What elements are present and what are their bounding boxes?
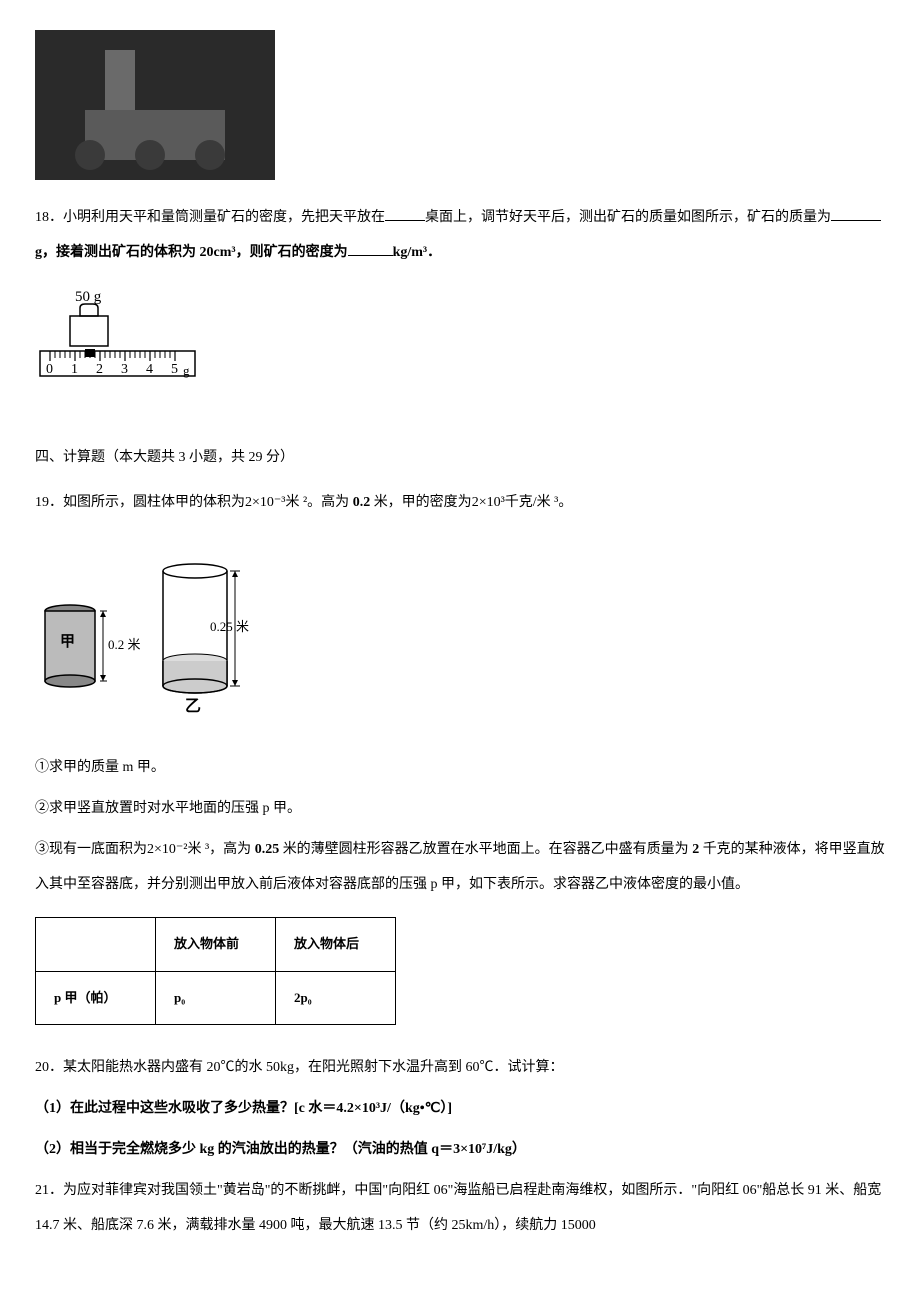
- rover-image: [35, 30, 275, 180]
- q20-number: 20．: [35, 1060, 63, 1075]
- q19-val-a: 2×10⁻³: [245, 495, 285, 510]
- q19-sub3-a: ③现有一底面积为: [35, 842, 147, 857]
- table-row: p 甲（帕） p₀ 2p₀: [36, 971, 396, 1025]
- scale-num: 5: [171, 362, 178, 377]
- table-row: 放入物体前 放入物体后: [36, 918, 396, 972]
- pressure-table: 放入物体前 放入物体后 p 甲（帕） p₀ 2p₀: [35, 917, 396, 1025]
- q21-number: 21．: [35, 1183, 63, 1198]
- q20-sub1: （1）在此过程中这些水吸收了多少热量？[c 水＝4.2×10³J/（kg•℃）]: [35, 1091, 885, 1126]
- arrow: [100, 675, 106, 681]
- table-cell-1: p₀: [156, 971, 276, 1025]
- table-cell-col1: 放入物体前: [156, 918, 276, 972]
- arrow: [232, 571, 238, 577]
- section-4-header: 四、计算题（本大题共 3 小题，共 29 分）: [35, 440, 885, 475]
- question-18: 18．小明利用天平和量筒测量矿石的密度，先把天平放在 桌面上，调节好天平后，测出矿…: [35, 200, 885, 270]
- q19-sub3-b: 米 ³，高为: [187, 842, 254, 857]
- q19-sub2: ②求甲竖直放置时对水平地面的压强 p 甲。: [35, 791, 885, 826]
- q19-text-d: 千克/米 ³。: [505, 495, 573, 510]
- q19-sub3-c: 米的薄壁圆柱形容器乙放置在水平地面上。在容器乙中盛有质量为: [279, 842, 692, 857]
- weight-top: [80, 304, 98, 316]
- rover-wheel-shape: [75, 140, 105, 170]
- rover-mast-shape: [105, 50, 135, 110]
- question-20: 20．某太阳能热水器内盛有 20℃的水 50kg，在阳光照射下水温升高到 60℃…: [35, 1050, 885, 1085]
- q19-height: 0.2: [353, 495, 371, 510]
- balance-scale-diagram: 50 g 0 1 2 3 4 5 g: [35, 286, 205, 396]
- q19-sub3-height: 0.25: [255, 842, 280, 857]
- scale-num: 2: [96, 362, 103, 377]
- q21-text: 为应对菲律宾对我国领土"黄岩岛"的不断挑衅，中国"向阳红 06"海监船已启程赴南…: [35, 1183, 881, 1233]
- table-cell-2: 2p₀: [276, 971, 396, 1025]
- cyl-a-label: 甲: [60, 633, 75, 650]
- q18-text-a: 小明利用天平和量筒测量矿石的密度，先把天平放在: [63, 210, 385, 225]
- cyl-a-bottom: [45, 675, 95, 687]
- q20-text: 某太阳能热水器内盛有 20℃的水 50kg，在阳光照射下水温升高到 60℃．试计…: [63, 1060, 564, 1075]
- question-19: 19．如图所示，圆柱体甲的体积为2×10⁻³米 ²。高为 0.2 米，甲的密度为…: [35, 485, 885, 520]
- q19-text-c: 米，甲的密度为: [370, 495, 472, 510]
- liquid-body: [163, 661, 227, 686]
- q19-number: 19．: [35, 495, 63, 510]
- blank-field: [385, 204, 425, 221]
- question-21: 21．为应对菲律宾对我国领土"黄岩岛"的不断挑衅，中国"向阳红 06"海监船已启…: [35, 1173, 885, 1243]
- q18-text-d: kg/m³．: [393, 245, 442, 260]
- q19-text-b: 米 ²。高为: [285, 495, 352, 510]
- q20-sub2: （2）相当于完全燃烧多少 kg 的汽油放出的热量？（汽油的热值 q＝3×10⁷J…: [35, 1132, 885, 1167]
- blank-field: [831, 204, 881, 221]
- scale-num: 0: [46, 362, 53, 377]
- rover-wheel-shape: [195, 140, 225, 170]
- cylinder-diagram: 甲 0.2 米 0.25 米 乙: [35, 541, 275, 721]
- blank-field: [348, 239, 393, 256]
- q18-text-b: 桌面上，调节好天平后，测出矿石的质量如图所示，矿石的质量为: [425, 210, 831, 225]
- weight-label: 50 g: [75, 289, 102, 305]
- q19-sub3: ③现有一底面积为2×10⁻²米 ³，高为 0.25 米的薄壁圆柱形容器乙放置在水…: [35, 832, 885, 902]
- q18-number: 18．: [35, 210, 63, 225]
- rover-wheel-shape: [135, 140, 165, 170]
- scale-num: 1: [71, 362, 78, 377]
- q19-density: 2×10³: [472, 495, 505, 510]
- cyl-a-height: 0.2 米: [108, 637, 141, 652]
- q18-text-c: g，接着测出矿石的体积为 20cm³，则矿石的密度为: [35, 245, 348, 260]
- scale-num: 4: [146, 362, 153, 377]
- table-cell-col2: 放入物体后: [276, 918, 396, 972]
- cyl-b-height: 0.25 米: [210, 619, 249, 634]
- q19-sub1: ①求甲的质量 m 甲。: [35, 750, 885, 785]
- arrow: [232, 680, 238, 686]
- arrow: [100, 611, 106, 617]
- q19-text-a: 如图所示，圆柱体甲的体积为: [63, 495, 245, 510]
- weight-body: [70, 316, 108, 346]
- scale-num: 3: [121, 362, 128, 377]
- cyl-b-top: [163, 564, 227, 578]
- table-cell-rowlabel: p 甲（帕）: [36, 971, 156, 1025]
- table-cell-blank: [36, 918, 156, 972]
- scale-unit: g: [183, 363, 190, 378]
- q19-sub3-area: 2×10⁻²: [147, 842, 187, 857]
- cyl-b-label: 乙: [185, 698, 201, 715]
